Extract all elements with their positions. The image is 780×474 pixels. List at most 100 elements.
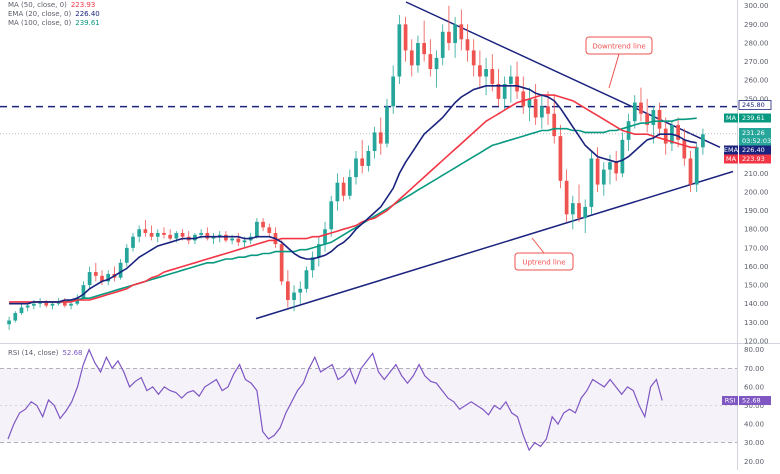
- ema20-line: [9, 85, 697, 305]
- ma50-line: [9, 94, 697, 303]
- candle: [459, 9, 464, 51]
- candle-body: [533, 98, 538, 118]
- candle-body: [478, 65, 482, 77]
- rsi-tick-label: 40.00: [744, 421, 764, 429]
- price-tag-value: 226.40: [742, 146, 765, 154]
- candle: [391, 65, 396, 114]
- candle-body: [236, 238, 241, 243]
- legend-rsi: RSI (14, close) 52.68: [8, 349, 83, 358]
- candle-body: [292, 292, 296, 301]
- candle: [663, 117, 668, 155]
- candle: [471, 39, 476, 77]
- price-tick-label: 130.00: [744, 319, 769, 327]
- candle: [211, 232, 216, 245]
- candle-body: [354, 158, 358, 178]
- candle-body: [316, 244, 321, 258]
- legend-ema20-name: EMA (20, close, 0): [8, 10, 72, 18]
- candle: [496, 69, 501, 107]
- candle: [7, 316, 11, 330]
- rsi-value-box: [739, 396, 771, 406]
- candle-body: [651, 110, 656, 125]
- candle: [385, 98, 389, 148]
- rsi-tick-label: 50.00: [744, 402, 764, 410]
- candle-body: [347, 177, 352, 196]
- candle-body: [409, 50, 414, 66]
- candle: [155, 229, 160, 243]
- candle-body: [626, 121, 631, 140]
- candle: [515, 61, 519, 99]
- candle: [533, 83, 538, 125]
- rsi-tick-label: 70.00: [744, 365, 764, 373]
- candle-body: [583, 206, 588, 219]
- rsi-band: [0, 368, 737, 443]
- price-tag-value: 239.61: [742, 114, 765, 122]
- candle: [428, 39, 433, 77]
- candle: [69, 301, 73, 310]
- candle: [595, 147, 600, 192]
- candle: [682, 128, 687, 166]
- candle-body: [174, 232, 179, 239]
- candle: [484, 57, 488, 96]
- price-tick-label: 200.00: [744, 188, 769, 196]
- candle: [316, 236, 321, 267]
- candle-body: [56, 301, 61, 304]
- candle-body: [217, 234, 222, 237]
- candle-body: [32, 303, 36, 306]
- candle: [131, 232, 135, 252]
- candle-body: [521, 91, 526, 107]
- candle-body: [440, 31, 445, 58]
- candle-body: [490, 69, 495, 84]
- candle: [255, 218, 259, 239]
- candle: [162, 227, 166, 239]
- candle: [645, 98, 650, 133]
- price-tag-value: 231.26: [742, 129, 765, 137]
- rsi-line: [7, 348, 663, 452]
- uptrend-line: [255, 170, 734, 320]
- candle-body: [124, 247, 129, 263]
- downtrend-line: [405, 1, 721, 148]
- candle: [347, 169, 352, 200]
- candle: [372, 126, 377, 159]
- candle: [416, 35, 420, 73]
- price-tick-label: 250.00: [744, 95, 769, 103]
- rsi-badge: [722, 396, 738, 406]
- price-tick-label: 270.00: [744, 58, 769, 66]
- candle: [409, 39, 414, 77]
- candle: [292, 285, 296, 312]
- candle-body: [509, 76, 513, 84]
- candle: [50, 301, 55, 310]
- candle: [323, 221, 327, 252]
- candle-body: [614, 162, 619, 174]
- candle-body: [341, 182, 346, 196]
- candles: [7, 5, 705, 330]
- candle: [570, 195, 575, 230]
- legend-ma100-value: 239.61: [75, 19, 100, 27]
- candle: [81, 281, 86, 301]
- rsi-tick-label: 20.00: [744, 458, 764, 466]
- price-tick-label: 180.00: [744, 226, 769, 234]
- candle-body: [378, 132, 383, 144]
- indicator-badge-text: MA: [726, 155, 737, 163]
- candle: [13, 311, 18, 323]
- price-tick-label: 290.00: [744, 21, 769, 29]
- candle-body: [620, 139, 625, 174]
- candle-body: [663, 128, 668, 144]
- indicator-badge-text: MA: [726, 114, 737, 122]
- rsi-axis[interactable]: 80.00 70.00 60.00 50.00 40.00 30.00 20.00: [744, 346, 764, 466]
- candle-body: [453, 24, 457, 43]
- candle-body: [577, 203, 581, 219]
- candle-body: [137, 229, 142, 237]
- candle: [521, 76, 526, 114]
- countdown-text: 03:52:03: [742, 137, 771, 145]
- candle-body: [168, 234, 173, 239]
- uptrend-callout: Uptrend line: [514, 237, 574, 271]
- candle: [279, 240, 284, 286]
- candle-body: [205, 232, 210, 239]
- candle: [558, 124, 563, 189]
- candle-body: [106, 273, 111, 282]
- candle: [614, 151, 619, 181]
- candle-body: [286, 281, 290, 301]
